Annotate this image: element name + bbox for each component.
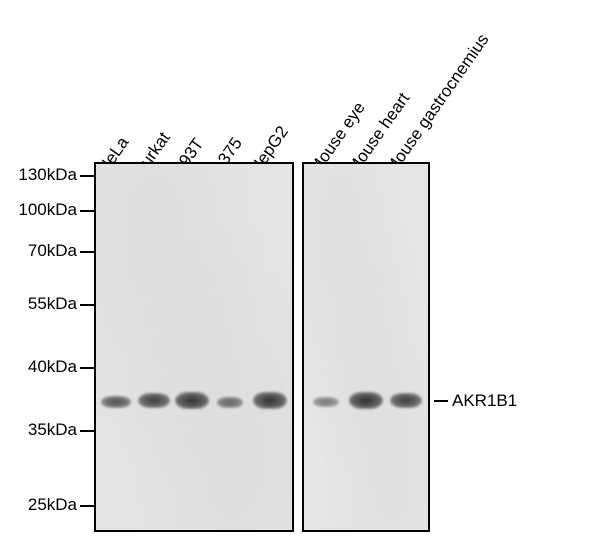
protein-band [175,392,209,409]
blot-panel [94,162,294,532]
protein-name-label: AKR1B1 [452,391,517,411]
protein-band [349,392,383,409]
protein-band [313,397,339,407]
protein-band [101,396,131,408]
ladder-tick [80,367,94,369]
ladder-tick [80,304,94,306]
ladder-label: 70kDa [7,241,77,261]
ladder-tick [80,175,94,177]
protein-band [138,393,170,408]
blot-panel [302,162,430,532]
ladder-tick [80,505,94,507]
ladder-label: 25kDa [7,495,77,515]
ladder-label: 100kDa [7,200,77,220]
protein-band [217,397,243,408]
ladder-tick [80,430,94,432]
protein-tick [434,400,448,402]
ladder-label: 40kDa [7,357,77,377]
ladder-label: 35kDa [7,420,77,440]
protein-band [253,392,287,409]
western-blot-figure: 130kDa100kDa70kDa55kDa40kDa35kDa25kDaHeL… [0,0,590,552]
ladder-tick [80,210,94,212]
protein-band [390,393,422,408]
ladder-label: 130kDa [7,165,77,185]
ladder-tick [80,251,94,253]
ladder-label: 55kDa [7,294,77,314]
